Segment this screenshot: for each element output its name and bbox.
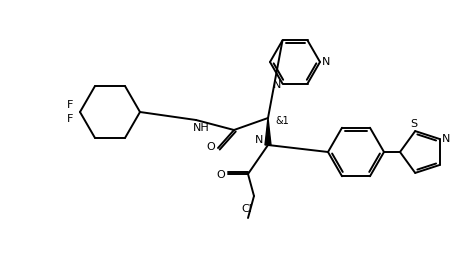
- Text: O: O: [206, 142, 215, 152]
- Text: &1: &1: [275, 116, 289, 126]
- Text: F: F: [67, 114, 73, 124]
- Text: NH: NH: [192, 123, 209, 133]
- Text: N: N: [255, 135, 263, 145]
- Polygon shape: [265, 118, 271, 145]
- Text: N: N: [442, 134, 450, 144]
- Text: N: N: [273, 80, 282, 90]
- Text: N: N: [322, 57, 330, 67]
- Text: F: F: [67, 100, 73, 110]
- Text: S: S: [410, 119, 418, 129]
- Text: O: O: [217, 170, 226, 180]
- Text: Cl: Cl: [241, 204, 253, 214]
